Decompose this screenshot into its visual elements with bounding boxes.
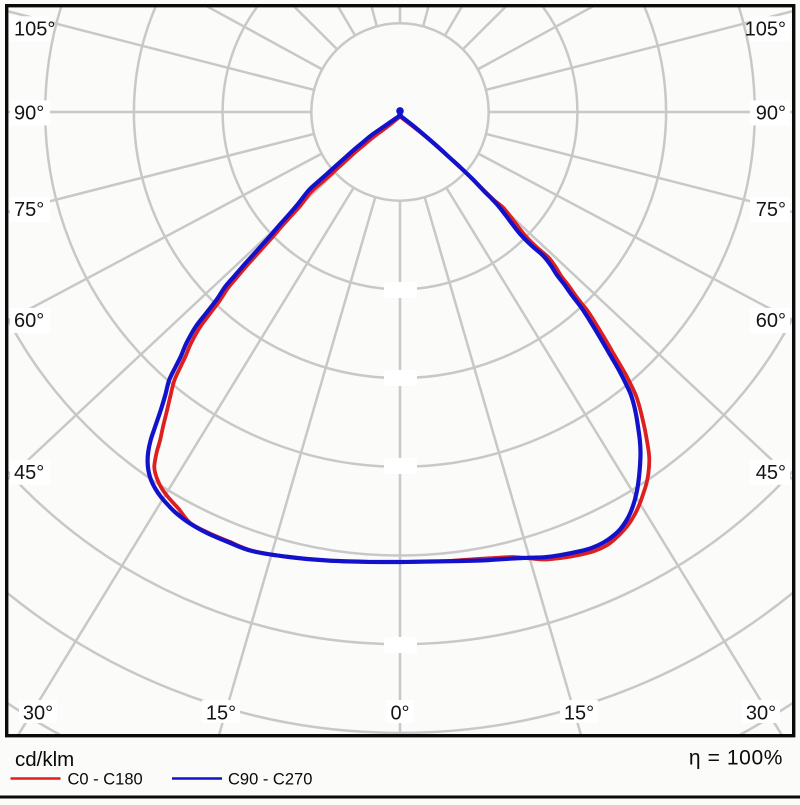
svg-text:90°: 90° (14, 102, 44, 124)
svg-text:60°: 60° (756, 310, 786, 332)
svg-text:45°: 45° (14, 462, 44, 484)
svg-text:C90 - C270: C90 - C270 (228, 771, 312, 789)
svg-text:30°: 30° (746, 703, 776, 725)
svg-text:60°: 60° (14, 310, 44, 332)
svg-text:75°: 75° (14, 199, 44, 221)
svg-text:105°: 105° (745, 18, 786, 40)
svg-text:75°: 75° (756, 199, 786, 221)
svg-text:15°: 15° (206, 703, 236, 725)
svg-text:105°: 105° (14, 18, 55, 40)
svg-text:C0 - C180: C0 - C180 (68, 771, 143, 789)
svg-text:η = 100%: η = 100% (689, 747, 783, 770)
svg-text:90°: 90° (756, 102, 786, 124)
svg-text:30°: 30° (23, 703, 53, 725)
svg-text:15°: 15° (564, 703, 594, 725)
svg-text:45°: 45° (756, 462, 786, 484)
svg-text:0°: 0° (390, 703, 409, 725)
svg-text:cd/klm: cd/klm (15, 748, 74, 771)
